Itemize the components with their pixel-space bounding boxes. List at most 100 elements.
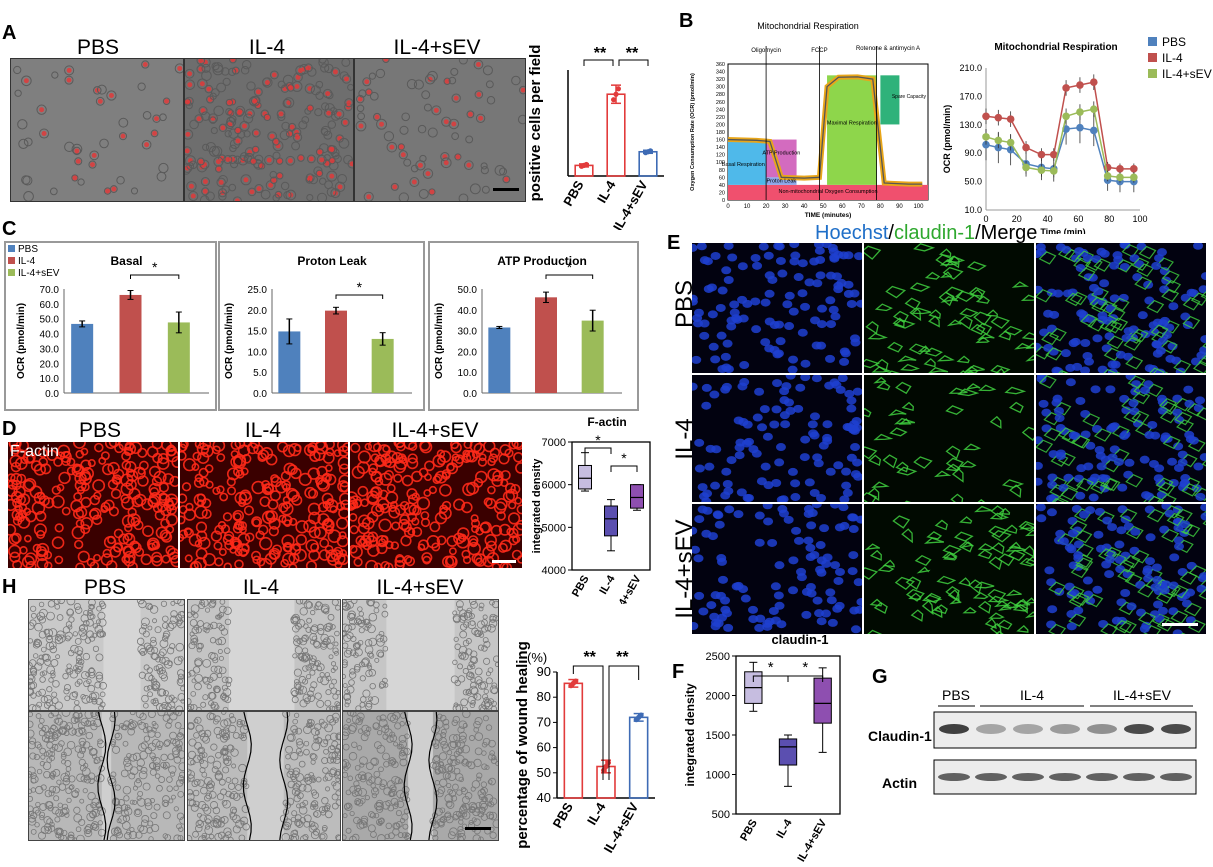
y-tick-label: 60.0 bbox=[40, 300, 60, 311]
data-point bbox=[1006, 138, 1015, 147]
d-micrograph-il4sev bbox=[350, 442, 522, 568]
y-tick-label: 320 bbox=[716, 77, 725, 83]
sig-bracket bbox=[618, 59, 649, 66]
data-point bbox=[601, 767, 607, 773]
y-tick-label: 210.0 bbox=[959, 63, 982, 73]
g-western-blot: PBS IL-4 IL-4+sEV Claudin-1 Actin bbox=[868, 687, 1197, 795]
y-tick-label: 90 bbox=[537, 664, 551, 679]
scale-bar bbox=[492, 560, 516, 563]
band bbox=[1160, 773, 1192, 781]
c-basal-frame bbox=[4, 241, 217, 411]
e-merge-pbs bbox=[1036, 243, 1206, 373]
data-point bbox=[1130, 173, 1138, 182]
y-tick-label: 5.0 bbox=[253, 368, 267, 379]
h-wound-pbs-24h bbox=[28, 711, 185, 841]
c-protonleak-frame bbox=[218, 241, 425, 411]
y-tick-label: 2000 bbox=[706, 691, 730, 703]
band bbox=[1124, 724, 1154, 734]
data-point bbox=[1037, 150, 1046, 159]
chart-title: F-actin bbox=[587, 415, 626, 429]
band bbox=[938, 773, 970, 781]
data-point bbox=[994, 113, 1003, 122]
data-point bbox=[994, 136, 1003, 145]
y-tick-label: 130.0 bbox=[959, 120, 982, 130]
data-point bbox=[611, 97, 617, 103]
x-tick-label: 10 bbox=[744, 204, 751, 210]
y-tick-label: 500 bbox=[712, 809, 730, 821]
e-header-merge: /Merge bbox=[975, 222, 1038, 244]
plot-frame bbox=[571, 441, 651, 571]
data-point bbox=[1049, 150, 1058, 159]
legend-label: IL-4+sEV bbox=[18, 268, 60, 279]
y-tick-label: 240 bbox=[716, 107, 725, 113]
y-axis-label: Oxygen Consumption Rate (OCR) (pmol/min) bbox=[690, 73, 696, 191]
y-axis-label: integrated density bbox=[683, 683, 697, 787]
y-tick-label: 40.0 bbox=[458, 306, 478, 317]
y-tick-label: 10.0 bbox=[248, 347, 268, 358]
band-label: Claudin-1 bbox=[868, 728, 932, 744]
group-label: IL-4+sEV bbox=[1113, 687, 1172, 703]
e-header-claudin: claudin-1 bbox=[893, 222, 976, 244]
scale-bar bbox=[1162, 623, 1198, 626]
region-proton-leak bbox=[766, 177, 797, 185]
h-header-pbs: PBS bbox=[83, 576, 127, 599]
chart-c-proton-leak: Proton Leak 0.0 5.0 10.0 15.0 20.0 25.0 OCR (pm… bbox=[224, 254, 412, 400]
wound-edge bbox=[97, 712, 107, 840]
injection-label: Rotenone & antimycin A bbox=[856, 46, 920, 52]
e-hoechst-il4sev bbox=[692, 504, 862, 634]
data-point bbox=[605, 760, 611, 766]
y-tick-label: 0.0 bbox=[463, 389, 477, 400]
y-tick-label: 30.0 bbox=[458, 327, 478, 338]
significance-marker: * bbox=[802, 659, 808, 676]
region-label: ATP Production bbox=[762, 151, 800, 157]
d-micrograph-il4 bbox=[180, 442, 348, 568]
y-tick-label: 80 bbox=[537, 689, 551, 704]
chart-c-basal: Basal 0.0 10.0 20.0 30.0 40.0 50.0 60.0 70.0 OCR … bbox=[8, 244, 209, 400]
sig-bracket bbox=[545, 274, 594, 279]
y-tick-label: 220 bbox=[716, 115, 725, 121]
y-tick-label: 120 bbox=[716, 153, 725, 159]
wound-edge bbox=[428, 712, 438, 840]
x-tick-label: 80 bbox=[1104, 214, 1114, 224]
data-point bbox=[1076, 81, 1084, 89]
region-maximal bbox=[827, 75, 877, 185]
data-point bbox=[1037, 166, 1046, 175]
y-tick-label: 20 bbox=[719, 190, 725, 196]
data-point bbox=[615, 86, 621, 92]
a-micrograph-il4 bbox=[184, 58, 354, 202]
data-point bbox=[1076, 123, 1084, 132]
h-wound-il4sev-24h bbox=[342, 711, 499, 841]
x-tick-label: IL-4 bbox=[584, 799, 609, 827]
panel-label-f: F bbox=[672, 661, 685, 683]
region-label: Non-mitochondrial Oxygen Consumption bbox=[778, 189, 877, 195]
data-point bbox=[982, 112, 990, 121]
y-tick-label: 340 bbox=[716, 70, 725, 76]
bar bbox=[581, 320, 604, 393]
panel-label-d: D bbox=[2, 418, 17, 440]
h-wound-il4-24h bbox=[187, 711, 341, 841]
band bbox=[1161, 724, 1191, 734]
y-axis-label: positive cells per field bbox=[527, 45, 544, 202]
y-tick-label: 2500 bbox=[706, 651, 730, 663]
y-tick-label: 160 bbox=[716, 138, 725, 144]
a-micrograph-il4sev bbox=[354, 58, 526, 202]
data-point bbox=[613, 91, 619, 97]
bar bbox=[278, 331, 301, 393]
sig-bracket bbox=[584, 447, 612, 454]
x-tick-label: 30 bbox=[782, 204, 789, 210]
y-tick-label: 30.0 bbox=[40, 344, 60, 355]
chart-title: Mitochondrial Respiration bbox=[994, 42, 1117, 53]
data-point bbox=[1116, 173, 1124, 182]
significance-marker: * bbox=[567, 259, 573, 275]
legend-label: IL-4 bbox=[18, 256, 36, 267]
chart-title: Proton Leak bbox=[297, 254, 367, 268]
h-header-il4: IL-4 bbox=[242, 576, 280, 599]
d-header-pbs: PBS bbox=[78, 419, 122, 442]
box bbox=[604, 505, 618, 537]
y-tick-label: 25.0 bbox=[248, 285, 268, 296]
x-tick-label: PBS bbox=[570, 574, 592, 600]
x-tick-label: 20 bbox=[1012, 214, 1022, 224]
y-tick-label: 40 bbox=[537, 790, 551, 805]
y-tick-label: 5000 bbox=[542, 522, 566, 534]
